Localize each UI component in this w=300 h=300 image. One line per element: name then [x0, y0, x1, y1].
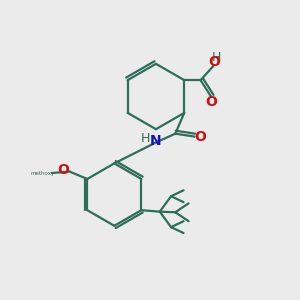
Text: O: O — [206, 95, 217, 109]
Text: H: H — [141, 132, 150, 145]
Text: methoxy: methoxy — [31, 170, 55, 175]
Text: O: O — [194, 130, 206, 144]
Text: O: O — [58, 163, 70, 177]
Text: O: O — [208, 55, 220, 69]
Text: H: H — [212, 51, 221, 64]
Text: N: N — [150, 134, 161, 148]
